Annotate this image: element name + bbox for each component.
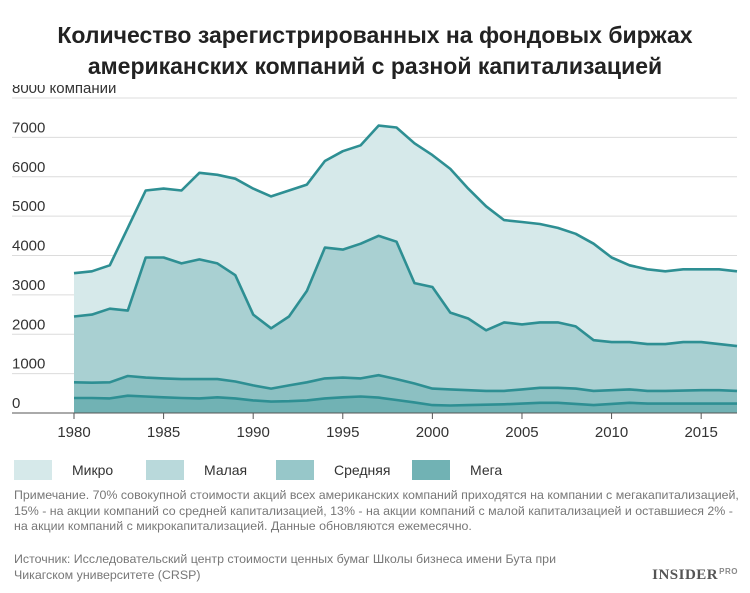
chart-note: Примечание. 70% совокупной стоимости акц… <box>14 488 739 534</box>
legend-label-mega: Мега <box>470 462 503 478</box>
chart-title-line-2: американских компаний с разной капитализ… <box>87 53 663 79</box>
legend-item-micro: Микро <box>14 460 113 480</box>
logo-text: INSIDER <box>652 567 719 583</box>
x-tick-label-2010: 2010 <box>595 424 628 441</box>
legend-label-micro: Микро <box>72 462 114 478</box>
y-tick-label-4000: 4000 <box>12 238 45 255</box>
legend-item-mid: Средняя <box>276 460 390 480</box>
x-tick-label-1990: 1990 <box>237 424 270 441</box>
legend-swatch-mid <box>276 460 314 480</box>
x-tick-label-2015: 2015 <box>684 424 717 441</box>
line-Малая <box>73 234 738 348</box>
x-axis: 1980 1985 1990 1995 2000 2005 2010 2015 <box>12 412 737 441</box>
y-axis: 0 1000 2000 3000 4000 5000 6000 7000 8000 компан… <box>12 85 116 412</box>
line-Средняя <box>73 373 738 393</box>
x-tick-label-1980: 1980 <box>57 424 90 441</box>
legend-swatch-small <box>146 460 184 480</box>
y-tick-label-0: 0 <box>12 395 20 412</box>
legend-item-small: Малая <box>146 460 247 480</box>
y-tick-label-2000: 2000 <box>12 316 45 333</box>
x-tick-label-1995: 1995 <box>326 424 359 441</box>
chart-areas <box>74 125 737 413</box>
area-Малая <box>74 235 737 413</box>
insider-pro-logo: INSIDERPRO <box>652 567 738 584</box>
y-tick-label-1000: 1000 <box>12 356 45 373</box>
y-tick-label-5000: 5000 <box>12 198 45 215</box>
chart-lines <box>73 124 738 407</box>
legend-label-mid: Средняя <box>334 462 391 478</box>
legend-label-small: Малая <box>204 462 248 478</box>
y-tick-label-7000: 7000 <box>12 119 45 136</box>
chart-source: Источник: Исследовательский центр стоимо… <box>14 552 556 582</box>
logo-suffix: PRO <box>719 567 738 576</box>
area-chart: 0 1000 2000 3000 4000 5000 6000 7000 8000 компан… <box>12 85 738 441</box>
y-tick-label-6000: 6000 <box>12 159 45 176</box>
line-Микро <box>73 124 738 275</box>
legend-item-mega: Мега <box>412 460 502 480</box>
x-tick-label-1985: 1985 <box>147 424 180 441</box>
chart-title: Количество зарегистрированных на фондовы… <box>0 20 750 82</box>
legend-swatch-micro <box>14 460 52 480</box>
y-tick-label-3000: 3000 <box>12 277 45 294</box>
chart-title-line-1: Количество зарегистрированных на фондовы… <box>57 22 693 48</box>
line-Мега <box>74 394 737 407</box>
legend-swatch-mega <box>412 460 450 480</box>
x-tick-label-2005: 2005 <box>505 424 538 441</box>
x-tick-label-2000: 2000 <box>416 424 449 441</box>
y-tick-label-8000: 8000 компаний <box>12 85 116 97</box>
